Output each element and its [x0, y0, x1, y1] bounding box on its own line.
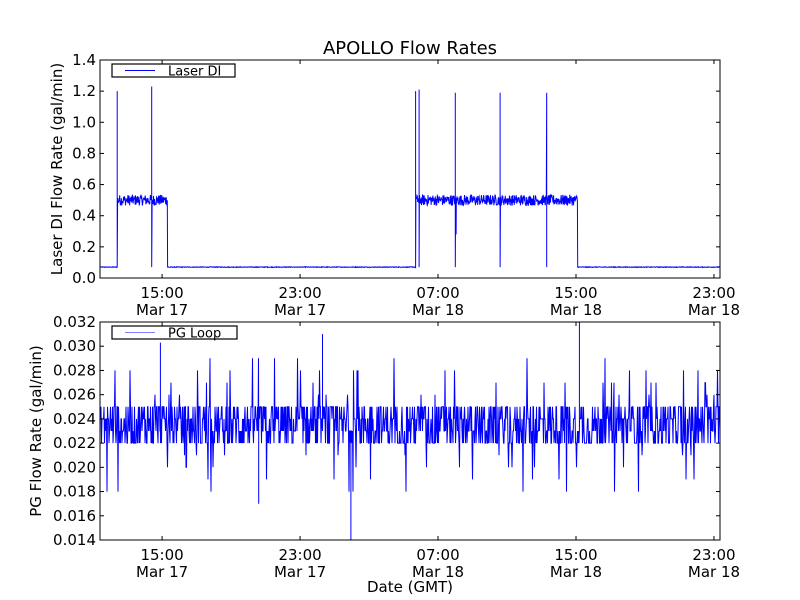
x-tick-label-time: 23:00 — [692, 284, 735, 302]
legend-label: PG Loop — [168, 327, 221, 342]
y-tick-label: 0.028 — [53, 361, 96, 379]
y-axis-label-laser: Laser DI Flow Rate (gal/min) — [48, 63, 66, 275]
y-tick-label: 0.018 — [53, 483, 96, 501]
y-tick-label: 0.030 — [53, 337, 96, 355]
laser-di-series-line — [100, 86, 720, 270]
x-tick-label-date: Mar 18 — [412, 563, 464, 581]
y-tick-label: 0.026 — [53, 386, 96, 404]
y-tick-label: 0.014 — [53, 531, 96, 549]
y-tick-label: 1.0 — [72, 113, 96, 131]
y-tick-label: 0.2 — [72, 238, 96, 256]
x-tick-label-date: Mar 17 — [274, 563, 326, 581]
x-tick-label-time: 23:00 — [692, 546, 735, 564]
x-tick-label-time: 07:00 — [416, 284, 459, 302]
y-tick-label: 0.024 — [53, 410, 96, 428]
x-tick-label-date: Mar 17 — [136, 301, 188, 319]
y-tick-label: 0.4 — [72, 207, 96, 225]
legend-box — [111, 325, 238, 340]
x-tick-label-date: Mar 18 — [550, 563, 602, 581]
pg-loop-series-line — [100, 322, 720, 540]
x-tick-label-date: Mar 18 — [412, 301, 464, 319]
axes-frame — [99, 321, 721, 541]
x-tick-label-date: Mar 17 — [136, 563, 188, 581]
x-tick-label-time: 15:00 — [140, 284, 183, 302]
chart-title: APOLLO Flow Rates — [323, 38, 497, 59]
pg-loop-axes: 0.014 0.016 0.018 0.020 0.022 0.024 0.026 0.028… — [53, 313, 740, 581]
legend-box — [111, 63, 236, 78]
y-tick-label: 1.2 — [72, 82, 96, 100]
y-tick-label: 0.020 — [53, 458, 96, 476]
y-tick-label: 0.022 — [53, 434, 96, 452]
axes-frame — [99, 59, 721, 279]
y-tick-label: 1.4 — [72, 51, 96, 69]
x-tick-label-time: 23:00 — [278, 546, 321, 564]
y-tick-label: 0.032 — [53, 313, 96, 331]
x-tick-label-date: Mar 17 — [274, 301, 326, 319]
y-tick-label: 0.6 — [72, 176, 96, 194]
x-tick-label-time: 15:00 — [554, 546, 597, 564]
legend-label: Laser DI — [168, 65, 221, 80]
y-tick-label: 0.0 — [72, 269, 96, 287]
y-axis-label-pg: PG Flow Rate (gal/min) — [27, 345, 45, 517]
x-tick-label-time: 15:00 — [554, 284, 597, 302]
x-tick-label-date: Mar 18 — [550, 301, 602, 319]
y-tick-label: 0.8 — [72, 144, 96, 162]
x-tick-label-time: 15:00 — [140, 546, 183, 564]
x-tick-label-date: Mar 18 — [688, 301, 740, 319]
x-tick-label-time: 07:00 — [416, 546, 459, 564]
x-axis-label: Date (GMT) — [367, 578, 453, 596]
x-tick-label-date: Mar 18 — [688, 563, 740, 581]
x-tick-label-time: 23:00 — [278, 284, 321, 302]
y-tick-label: 0.016 — [53, 507, 96, 525]
